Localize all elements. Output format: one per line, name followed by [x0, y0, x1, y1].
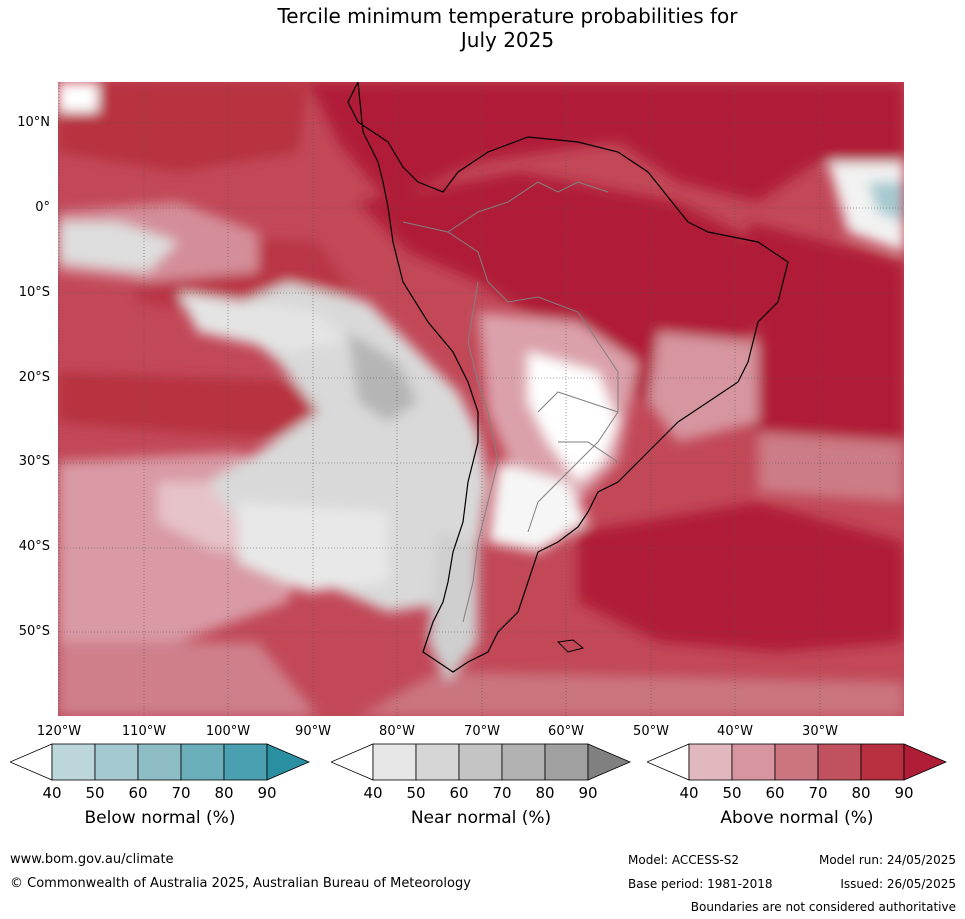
colorbar-tick-label: 90: [578, 784, 598, 802]
title-line-2: July 2025: [460, 28, 555, 52]
lat-label-40s: 40°S: [18, 539, 50, 554]
colorbar-tick-label: 40: [679, 784, 699, 802]
lon-label-110w: 110°W: [121, 724, 167, 739]
boundaries-disclaimer: Boundaries are not considered authoritat…: [690, 900, 956, 914]
colorbar-right-arrow: [587, 743, 631, 781]
lon-label-50w: 50°W: [633, 724, 669, 739]
colorbar-tick-label: 60: [128, 784, 148, 802]
lat-label-10n: 10°N: [17, 115, 50, 130]
colorbar-tick-label: 50: [722, 784, 742, 802]
colorbar-segment: [774, 743, 819, 781]
lat-label-10s: 10°S: [18, 285, 50, 300]
colorbar-tick-label: 40: [42, 784, 62, 802]
title-line-1: Tercile minimum temperature probabilitie…: [277, 4, 738, 28]
colorbar-tick-label: 60: [765, 784, 785, 802]
lon-label-60w: 60°W: [548, 724, 584, 739]
above-normal-title: Above normal (%): [720, 808, 874, 828]
colorbar-tick-label: 90: [894, 784, 914, 802]
colorbar-segment: [458, 743, 503, 781]
colorbar-segment: [817, 743, 862, 781]
lat-label-30s: 30°S: [18, 454, 50, 469]
model-run-date: Model run: 24/05/2025: [818, 853, 956, 867]
colorbar-segment: [544, 743, 589, 781]
copyright-text: © Commonwealth of Australia 2025, Austra…: [10, 876, 471, 891]
colorbar-tick-label: 60: [449, 784, 469, 802]
model-name: Model: ACCESS-S2: [628, 853, 740, 867]
colorbar-segment: [51, 743, 96, 781]
lon-label-120w: 120°W: [36, 724, 82, 739]
probability-map: [58, 82, 904, 716]
colorbar-left-arrow: [10, 743, 53, 781]
colorbar-segment: [223, 743, 268, 781]
lon-label-90w: 90°W: [295, 724, 331, 739]
colorbar-segment: [860, 743, 905, 781]
colorbar-left-arrow: [647, 743, 690, 781]
near-normal-title: Near normal (%): [410, 808, 552, 828]
falkland-islands: [556, 639, 585, 653]
colorbar-segment: [372, 743, 417, 781]
colorbar-right-arrow: [903, 743, 947, 781]
colorbar-segment: [180, 743, 225, 781]
below-normal-title: Below normal (%): [84, 808, 236, 828]
colorbar-tick-label: 80: [214, 784, 234, 802]
website-link[interactable]: www.bom.gov.au/climate: [10, 852, 174, 867]
lon-label-100w: 100°W: [205, 724, 251, 739]
colorbar-tick-label: 80: [535, 784, 555, 802]
country-borders: [402, 181, 619, 623]
graticule: [58, 82, 904, 716]
colorbar-tick-label: 70: [171, 784, 191, 802]
lon-label-70w: 70°W: [464, 724, 500, 739]
lon-label-30w: 30°W: [802, 724, 838, 739]
colorbar-segment: [94, 743, 139, 781]
colorbar-segment: [501, 743, 546, 781]
lon-label-80w: 80°W: [379, 724, 415, 739]
base-period: Base period: 1981-2018: [628, 877, 773, 891]
above-normal-colorbar: [647, 743, 947, 781]
colorbar-tick-label: 90: [257, 784, 277, 802]
colorbar-tick-label: 70: [808, 784, 828, 802]
lat-label-0: 0°: [35, 200, 50, 215]
colorbar-tick-label: 40: [363, 784, 383, 802]
colorbar-left-arrow: [331, 743, 374, 781]
map-title: Tercile minimum temperature probabilitie…: [0, 4, 965, 52]
lon-label-40w: 40°W: [717, 724, 753, 739]
colorbar-tick-label: 70: [492, 784, 512, 802]
lat-label-20s: 20°S: [18, 370, 50, 385]
lat-label-50s: 50°S: [18, 624, 50, 639]
coastline: [347, 82, 789, 673]
near-normal-colorbar: [331, 743, 631, 781]
colorbar-tick-label: 50: [85, 784, 105, 802]
colorbar-tick-label: 50: [406, 784, 426, 802]
issued-date: Issued: 26/05/2025: [840, 877, 956, 891]
colorbar-segment: [731, 743, 776, 781]
colorbar-segment: [137, 743, 182, 781]
colorbar-tick-label: 80: [851, 784, 871, 802]
colorbar-segment: [688, 743, 733, 781]
colorbar-segment: [415, 743, 460, 781]
below-normal-colorbar: [10, 743, 310, 781]
probability-shading: [58, 82, 904, 716]
colorbar-right-arrow: [266, 743, 310, 781]
